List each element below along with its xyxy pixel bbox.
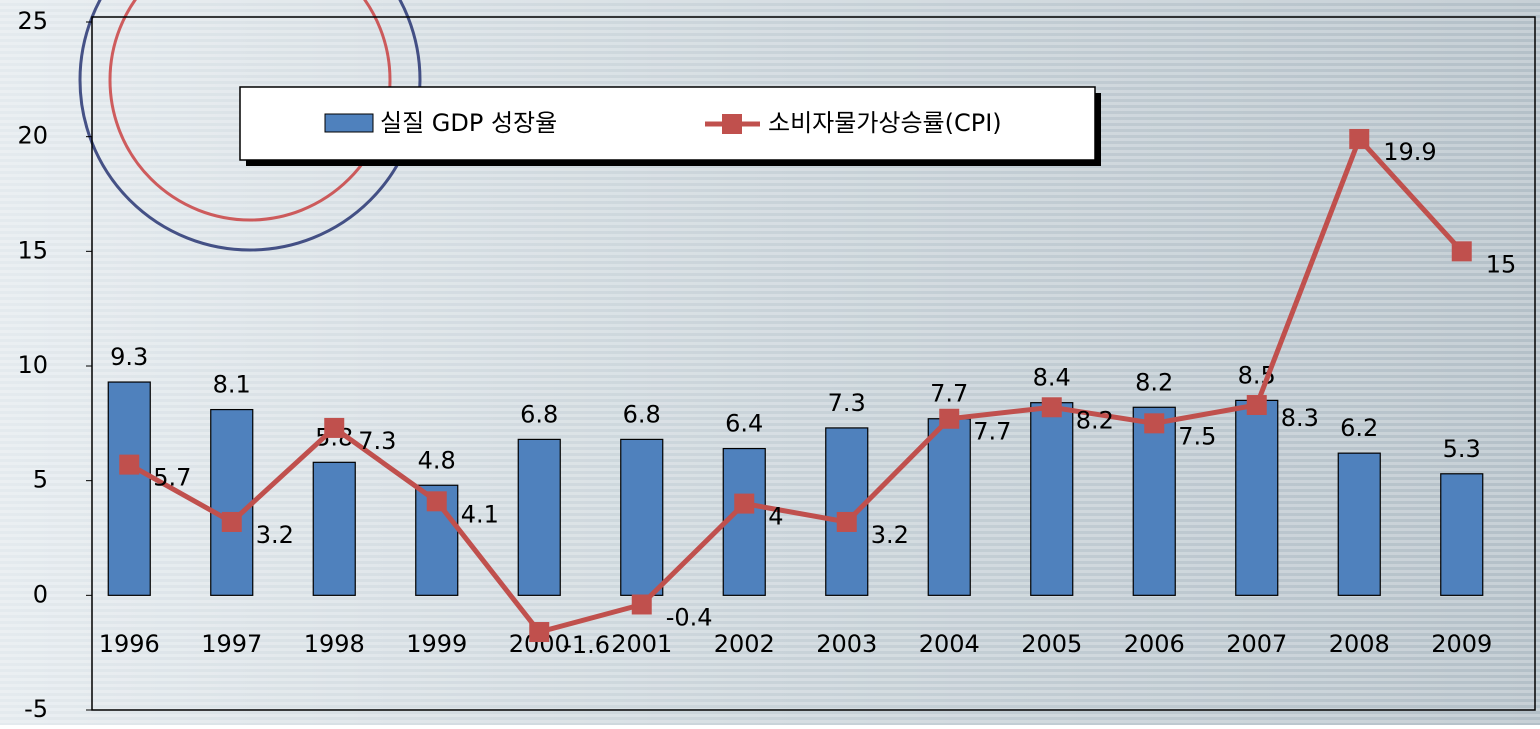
bar-value-label: 7.7 [930,380,968,408]
line-marker [939,408,960,429]
bar-value-label: 8.2 [1135,368,1173,396]
line-value-label: 3.2 [256,521,294,549]
bar [1337,452,1381,596]
bar-value-label: 9.3 [110,343,148,371]
line-value-label: -1.6 [563,631,610,659]
bar [1030,402,1074,596]
y-tick-label: 0 [33,580,48,608]
x-tick-label: 1996 [99,630,160,658]
line-marker [1349,128,1370,149]
bar [722,447,766,596]
bar-value-label: 4.8 [418,446,456,474]
line-value-label: -0.4 [666,604,713,632]
bar-value-label: 6.8 [623,400,661,428]
x-tick-label: 2003 [816,630,877,658]
legend-box [239,86,1096,161]
bar [210,408,254,596]
y-tick-label: 20 [17,122,48,150]
line-marker [529,622,550,643]
line-marker [426,491,447,512]
line-marker [734,493,755,514]
bar [1132,406,1176,596]
line-marker [119,454,140,475]
legend-label: 실질 GDP 성장율 [380,109,557,137]
decor-ring [108,0,392,222]
line-value-label: 3.2 [871,521,909,549]
bar [517,438,561,596]
bar-value-label: 5.3 [1443,435,1481,463]
line-value-label: 19.9 [1383,138,1436,166]
bar [825,427,869,596]
decor-ring [78,0,422,252]
x-tick-label: 2009 [1431,630,1492,658]
x-tick-label: 2005 [1021,630,1082,658]
line-marker [221,511,242,532]
bar-value-label: 8.1 [213,371,251,399]
y-tick-label: 10 [17,351,48,379]
line-marker [1041,397,1062,418]
bar-value-label: 8.4 [1033,364,1071,392]
line-marker [1144,413,1165,434]
bar-value-label: 6.2 [1340,414,1378,442]
legend-label: 소비자물가상승률(CPI) [768,109,1002,137]
line-marker [1451,241,1472,262]
line-value-label: 8.2 [1076,406,1114,434]
bar [1440,473,1484,596]
line-value-label: 4.1 [461,500,499,528]
line-marker [836,511,857,532]
x-tick-label: 2007 [1226,630,1287,658]
y-tick-label: -5 [24,695,48,723]
bar [620,438,664,596]
legend-swatch [324,113,374,133]
line-marker [324,417,345,438]
bar-value-label: 6.4 [725,410,763,438]
line-value-label: 7.5 [1178,422,1216,450]
y-tick-label: 5 [33,466,48,494]
line-value-label: 7.3 [358,427,396,455]
x-tick-label: 2006 [1124,630,1185,658]
line-value-label: 7.7 [973,418,1011,446]
line-value-label: 5.7 [153,464,191,492]
line-value-label: 8.3 [1281,404,1319,432]
x-tick-label: 1999 [406,630,467,658]
bar [1235,399,1279,596]
x-tick-label: 1997 [201,630,262,658]
bar-value-label: 7.3 [828,389,866,417]
y-tick-label: 25 [17,7,48,35]
line [128,134,1464,635]
plot-frame [91,16,1536,711]
legend: 실질 GDP 성장율 소비자물가상승률(CPI) [239,86,1101,166]
line-marker [631,594,652,615]
line-marker [1246,394,1267,415]
x-tick-label: 2008 [1329,630,1390,658]
bar-value-label: 6.8 [520,400,558,428]
x-tick-label: 2004 [919,630,980,658]
x-tick-label: 2002 [714,630,775,658]
bar [107,381,151,596]
line-value-label: 4 [768,503,783,531]
line-value-label: 15 [1486,250,1517,278]
legend-marker [722,114,742,134]
x-tick-label: 1998 [304,630,365,658]
x-tick-label: 2001 [611,630,672,658]
y-tick-label: 15 [17,236,48,264]
bar [927,418,971,596]
bar [312,461,356,596]
